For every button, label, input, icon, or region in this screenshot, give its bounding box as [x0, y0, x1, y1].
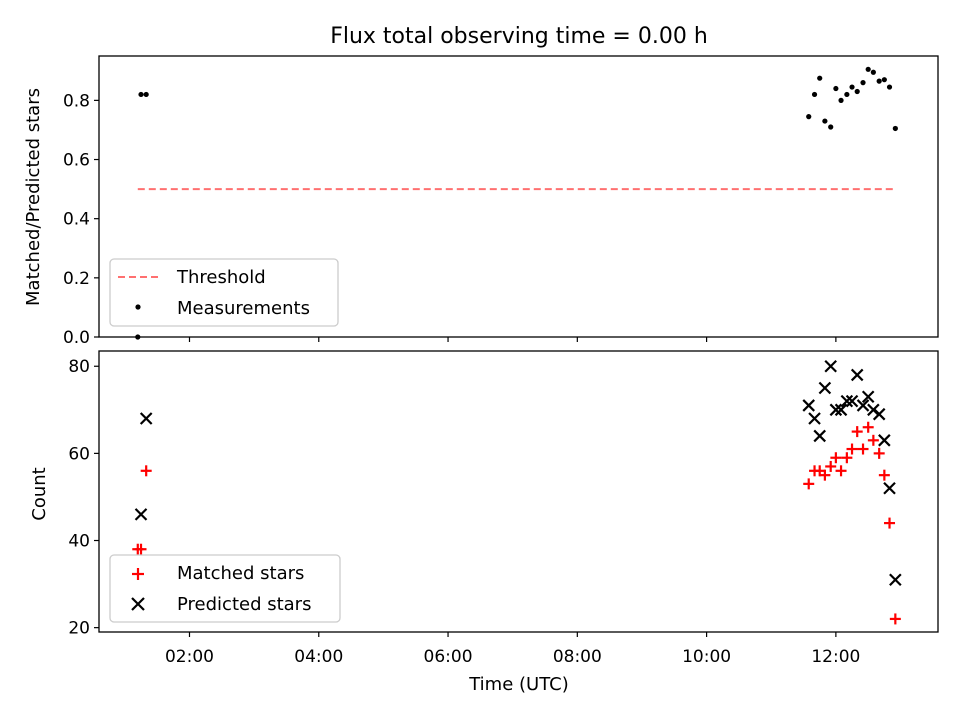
bottom-legend: Matched stars Predicted stars [109, 554, 341, 623]
measurement-point [860, 80, 866, 86]
bottom-y-axis-label: Count [29, 467, 50, 520]
bottom-x-axis-label: Time (UTC) [468, 674, 569, 695]
bottom-x-tick-label: 04:00 [294, 647, 343, 667]
matched-star-point [819, 469, 831, 481]
predicted-star-point [813, 429, 826, 443]
legend-threshold-label: Threshold [176, 267, 266, 288]
measurement-point [143, 91, 149, 98]
predicted-star-point [850, 368, 864, 382]
top-legend: Threshold Measurements [109, 258, 339, 327]
top-legend-box [109, 258, 339, 327]
top-y-tick-label: 0.4 [63, 210, 90, 230]
predicted-star-point [872, 407, 886, 421]
legend-matched-swatch [132, 568, 144, 580]
measurement-point [876, 78, 882, 84]
legend-predicted-label: Predicted stars [177, 594, 311, 615]
predicted-star-point [802, 399, 816, 412]
legend-predicted-swatch [131, 597, 145, 611]
matched-star-point [862, 421, 874, 433]
legend-measurements-label: Measurements [177, 298, 310, 319]
predicted-star-point [845, 394, 859, 408]
top-plot-area [135, 66, 898, 340]
top-panel: 0.00.20.40.60.8 Matched/Predicted stars … [23, 55, 939, 348]
top-y-tick-label: 0.2 [63, 269, 90, 289]
predicted-star-point [134, 508, 148, 521]
measurement-point [811, 91, 818, 98]
measurement-point [849, 84, 855, 90]
measurement-point [886, 84, 893, 90]
measurement-point [833, 85, 839, 92]
measurement-point [881, 77, 887, 83]
predicted-star-point [808, 412, 821, 425]
measurement-point [870, 69, 876, 75]
matched-star-point [878, 469, 890, 481]
matched-star-point [135, 543, 147, 555]
predicted-star-point [889, 573, 902, 586]
measurement-point [838, 97, 844, 103]
top-y-axis-label: Matched/Predicted stars [23, 88, 44, 306]
matched-star-point [851, 426, 863, 438]
chart-title: Flux total observing time = 0.00 h [330, 24, 708, 49]
bottom-x-tick-label: 10:00 [682, 647, 731, 667]
predicted-star-point [878, 434, 891, 447]
matched-star-point [889, 613, 901, 625]
predicted-star-point [139, 412, 153, 425]
matched-star-point [841, 452, 853, 464]
bottom-x-tick-label: 08:00 [553, 647, 602, 667]
matched-star-point [846, 443, 858, 455]
matched-star-point [835, 465, 847, 477]
predicted-star-point [824, 359, 837, 373]
bottom-legend-box [109, 554, 341, 623]
measurement-point [806, 114, 812, 120]
bottom-y-tick-label: 60 [68, 444, 90, 464]
measurement-point [865, 66, 871, 72]
predicted-star-point [834, 403, 848, 417]
predicted-star-point [883, 481, 896, 495]
matched-star-point [803, 478, 815, 490]
legend-measurements-swatch [135, 304, 141, 310]
bottom-y-ticks: 20 40 60 80 [68, 357, 99, 639]
top-axes-frame [98, 55, 939, 338]
matched-star-point [867, 434, 879, 446]
bottom-y-tick-label: 80 [68, 357, 90, 377]
bottom-x-tick-label: 02:00 [165, 647, 214, 667]
bottom-x-ticks: 02:00 04:00 06:00 08:00 10:00 12:00 [165, 632, 860, 667]
bottom-plot-area [132, 359, 902, 625]
measurement-point [854, 88, 860, 95]
bottom-y-tick-label: 40 [68, 532, 90, 552]
legend-matched-label: Matched stars [177, 563, 304, 584]
bottom-axes-frame [98, 350, 939, 633]
top-y-tick-label: 0.6 [63, 151, 90, 171]
predicted-star-point [818, 381, 832, 395]
measurement-point [822, 118, 828, 124]
matched-star-point [830, 452, 842, 464]
predicted-star-point [856, 399, 870, 412]
top-y-ticks: 0.0 0.2 0.4 0.6 0.8 [63, 91, 99, 348]
bottom-x-tick-label: 06:00 [424, 647, 473, 667]
matched-star-point [825, 460, 837, 472]
measurement-point [828, 124, 834, 130]
bottom-x-tick-label: 12:00 [811, 647, 860, 667]
measurement-point [817, 75, 823, 81]
top-y-tick-label: 0.0 [63, 328, 90, 348]
matched-star-point [884, 517, 896, 529]
measurement-point [844, 91, 850, 98]
bottom-y-tick-label: 20 [68, 619, 90, 639]
measurement-point [892, 125, 898, 132]
top-x-ticks [188, 337, 837, 342]
matched-star-point [857, 443, 869, 455]
predicted-star-point [840, 394, 854, 408]
predicted-star-point [861, 390, 875, 404]
matched-star-point [873, 447, 885, 459]
matched-star-point [140, 465, 152, 477]
predicted-star-point [829, 403, 843, 417]
top-y-tick-label: 0.8 [63, 91, 90, 111]
measurement-point [138, 91, 144, 98]
